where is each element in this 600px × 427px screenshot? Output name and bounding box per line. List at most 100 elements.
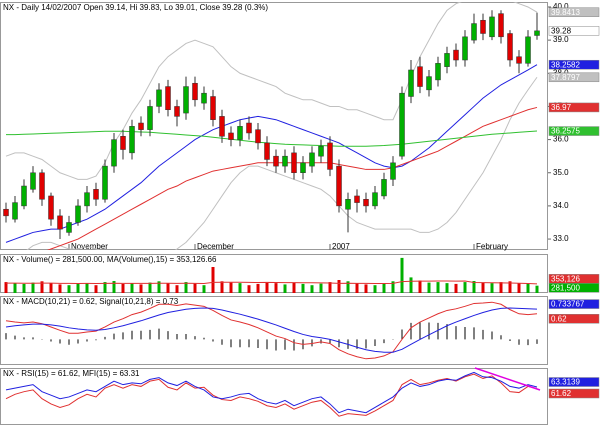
- trend-line: [474, 367, 541, 391]
- volume-bar: [184, 282, 188, 293]
- volume-bar: [175, 285, 179, 293]
- candle-body: [75, 205, 81, 223]
- value-box: [548, 377, 600, 387]
- volume-bar: [166, 283, 170, 293]
- oscillator-line: [5, 371, 538, 414]
- volume-bar: [391, 281, 395, 293]
- volume-bar: [445, 283, 449, 293]
- volume-bar: [103, 282, 107, 293]
- rsi-title: NX - RSI(15) = 61.62, MFI(15) = 63.31: [3, 369, 140, 378]
- volume-bar: [301, 283, 305, 293]
- candle-body: [57, 215, 63, 230]
- candle-body: [318, 145, 324, 157]
- volume-bar: [508, 281, 512, 293]
- candle-body: [138, 122, 144, 130]
- ma-line: [5, 64, 538, 243]
- volume-bar: [31, 282, 35, 293]
- candle-body: [129, 126, 135, 154]
- value-box: [548, 72, 600, 83]
- candle-body: [120, 136, 126, 150]
- candle-body: [183, 86, 189, 114]
- candle-body: [444, 53, 450, 67]
- candle-body: [30, 172, 36, 190]
- candle-body: [372, 192, 378, 207]
- volume-bar: [400, 257, 404, 293]
- candle-body: [3, 208, 9, 217]
- volume-bar: [40, 281, 44, 293]
- candle-body: [417, 66, 423, 87]
- candle-body: [489, 16, 495, 38]
- candle-body: [93, 189, 99, 200]
- candle-body: [174, 106, 180, 117]
- candle-body: [291, 152, 297, 173]
- candle-body: [147, 106, 153, 130]
- volume-bar: [328, 282, 332, 293]
- volume-bar: [499, 282, 503, 293]
- value-label: 0.733767: [551, 300, 585, 309]
- volume-bar: [229, 282, 233, 293]
- price-title: NX - Daily 14/02/2007 Open 39.14, Hi 39.…: [3, 3, 268, 12]
- volume-bar: [409, 277, 413, 293]
- value-label: 63.3139: [551, 378, 580, 387]
- x-tick-label: December: [197, 242, 234, 251]
- candle-body: [48, 195, 54, 220]
- value-box: [548, 126, 600, 136]
- volume-bar: [85, 283, 89, 293]
- candle-body: [327, 142, 333, 170]
- candle-body: [462, 36, 468, 61]
- candle-body: [228, 132, 234, 140]
- volume-bar: [265, 282, 269, 293]
- candle-body: [471, 23, 477, 41]
- y-tick-label: 40.0: [553, 2, 569, 11]
- candle-body: [354, 195, 360, 203]
- candle-body: [156, 89, 162, 107]
- rsi-panel: [0, 368, 548, 425]
- volume-bar: [238, 283, 242, 293]
- candle-body: [282, 155, 288, 167]
- volume-bar: [4, 282, 8, 293]
- value-label: 36.97: [551, 103, 572, 112]
- volume-bar: [211, 267, 215, 293]
- volume-bar: [481, 282, 485, 293]
- volume-bar: [490, 283, 494, 293]
- candle-body: [273, 155, 279, 167]
- value-box: [548, 59, 600, 70]
- value-box: [548, 314, 600, 324]
- volume-bar: [112, 281, 116, 293]
- volume-bar: [346, 281, 350, 293]
- y-tick-label: 34.0: [553, 201, 569, 210]
- macd-title: NX - MACD(10,21) = 0.62, Signal(10,21,8)…: [3, 297, 179, 306]
- volume-bar: [193, 283, 197, 293]
- volume-ma-line: [5, 280, 538, 285]
- candle-body: [426, 76, 432, 91]
- value-box: [548, 7, 600, 17]
- candle-body: [390, 162, 396, 180]
- volume-bar: [436, 282, 440, 293]
- candle-body: [165, 86, 171, 111]
- volume-bar: [121, 283, 125, 293]
- y-tick-label: 35.0: [553, 168, 569, 177]
- volume-bar: [364, 284, 368, 293]
- value-label: 281,500: [551, 283, 580, 292]
- volume-bar: [274, 283, 278, 293]
- candle-body: [12, 202, 18, 220]
- candle-body: [453, 49, 459, 61]
- candle-body: [66, 222, 72, 233]
- candle-body: [201, 92, 207, 104]
- price-panel: [0, 2, 548, 250]
- candle-body: [21, 185, 27, 207]
- candle-body: [111, 139, 117, 167]
- value-label: 37.8797: [551, 73, 580, 82]
- candle-body: [516, 56, 522, 64]
- volume-bar: [220, 281, 224, 293]
- x-tick-label: 2007: [332, 242, 350, 251]
- volume-bar: [418, 280, 422, 293]
- macd-panel: [0, 296, 548, 365]
- volume-bar: [382, 283, 386, 293]
- macd-line: [5, 301, 538, 360]
- volume-bar: [49, 283, 53, 293]
- candle-body: [381, 179, 387, 197]
